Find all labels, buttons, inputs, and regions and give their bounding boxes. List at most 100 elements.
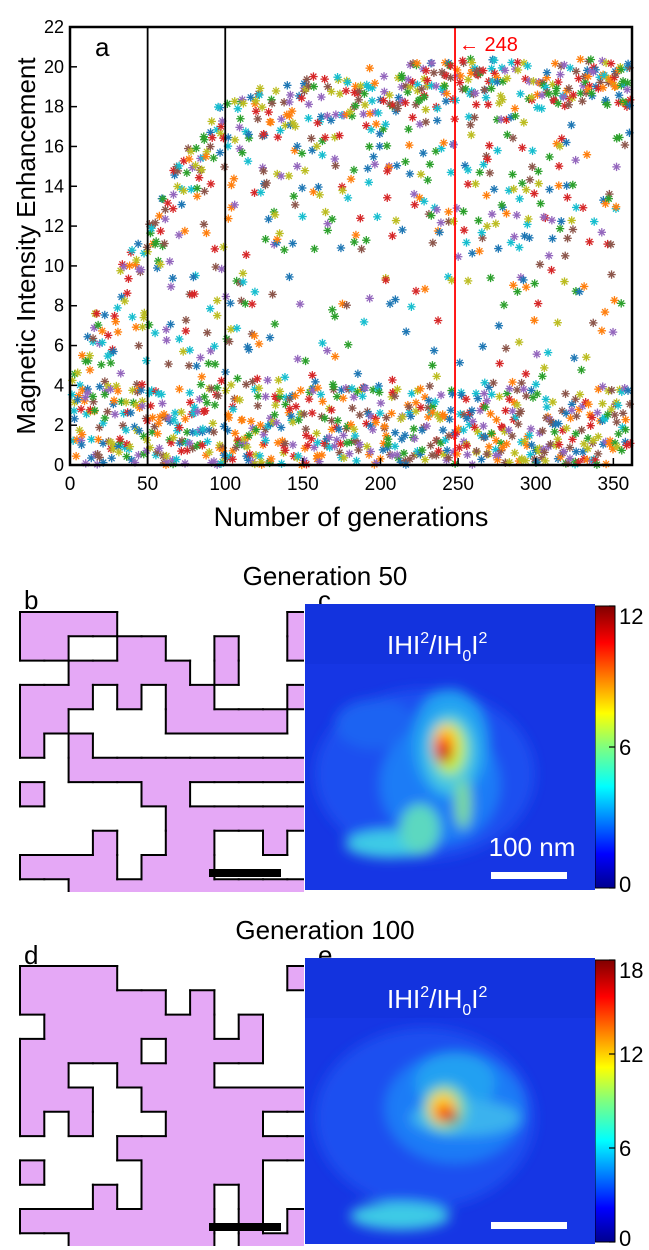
data-point <box>270 319 280 329</box>
data-point <box>394 93 403 102</box>
data-point <box>504 425 513 435</box>
structure-cell <box>165 757 191 783</box>
structure-cell <box>20 1087 45 1113</box>
data-point <box>349 393 359 402</box>
data-point <box>285 97 294 107</box>
data-point <box>601 199 610 208</box>
data-point <box>404 124 413 134</box>
data-point <box>514 409 524 418</box>
data-point <box>206 179 216 189</box>
data-point <box>110 410 120 419</box>
data-point <box>473 427 482 436</box>
data-point <box>391 216 401 225</box>
data-point <box>393 385 402 394</box>
structure-cell <box>141 1063 167 1089</box>
data-point <box>623 78 632 88</box>
x-tick-label: 350 <box>598 474 630 495</box>
data-point <box>103 331 113 340</box>
structure-cell <box>141 782 167 807</box>
data-point <box>518 143 527 152</box>
y-axis-ticks: 0 2 4 6 8 10 12 14 16 18 20 22 <box>44 17 77 475</box>
data-point <box>333 416 342 425</box>
structure-cell <box>238 1136 264 1161</box>
structure-cell <box>92 990 118 1016</box>
data-point <box>126 408 135 418</box>
structure-cell <box>165 1063 191 1089</box>
data-point <box>142 356 151 365</box>
structure-cells <box>19 965 304 1246</box>
data-point <box>438 425 448 435</box>
data-point <box>617 299 626 308</box>
data-point <box>499 300 509 310</box>
data-point <box>70 414 79 424</box>
data-point <box>369 152 378 161</box>
data-point <box>478 342 487 351</box>
data-point <box>137 380 147 389</box>
data-point <box>502 74 512 83</box>
data-point <box>481 93 491 102</box>
data-point <box>401 98 410 107</box>
data-point <box>169 433 178 442</box>
data-point <box>147 224 156 233</box>
data-point <box>373 212 382 222</box>
data-point <box>156 260 165 269</box>
data-point <box>570 353 579 363</box>
data-point <box>198 424 208 434</box>
structure-cell <box>238 1087 264 1113</box>
data-point <box>460 161 470 170</box>
data-point <box>559 92 568 102</box>
structure-cell <box>117 1209 143 1234</box>
x-axis-ticks: 0 50 100 150 200 250 300 350 <box>65 458 630 495</box>
data-point <box>71 451 81 461</box>
data-point <box>148 413 157 422</box>
data-point <box>356 81 365 91</box>
data-point <box>577 365 586 375</box>
data-point <box>578 203 588 212</box>
structure-cell <box>190 806 215 832</box>
structure-cell <box>68 733 94 759</box>
data-point <box>525 233 534 243</box>
data-point <box>380 87 389 96</box>
data-point <box>561 251 570 261</box>
data-point <box>380 422 389 431</box>
structure-cell <box>287 879 304 892</box>
structure-cell <box>141 1087 167 1113</box>
data-point <box>487 209 497 219</box>
data-point <box>192 192 202 201</box>
plot-frame <box>68 25 634 467</box>
data-point <box>459 225 469 235</box>
data-point <box>93 320 103 330</box>
data-point <box>77 440 86 450</box>
data-point <box>339 453 349 463</box>
data-point <box>463 276 473 286</box>
data-point <box>515 194 524 204</box>
data-point <box>339 431 348 440</box>
data-point <box>532 349 542 359</box>
x-tick-label: 150 <box>287 474 319 495</box>
structure-cell <box>287 1087 304 1113</box>
data-point <box>210 360 220 369</box>
data-point <box>371 418 381 427</box>
data-point <box>318 397 327 406</box>
data-point <box>513 287 522 296</box>
data-point <box>556 70 565 79</box>
data-point <box>106 358 115 368</box>
structure-cell <box>190 830 215 856</box>
data-point <box>463 179 473 189</box>
data-point <box>427 58 437 68</box>
data-point <box>318 150 327 160</box>
data-point <box>298 183 307 193</box>
structure-cell <box>190 1063 215 1089</box>
data-point <box>238 269 248 278</box>
data-point <box>541 456 550 466</box>
structure-cell <box>190 1233 215 1246</box>
data-point <box>364 178 374 187</box>
structure-cell <box>165 709 191 735</box>
data-point <box>522 185 531 194</box>
data-point <box>366 412 376 421</box>
data-point <box>353 369 363 378</box>
data-point <box>407 302 416 311</box>
data-point <box>336 243 346 253</box>
data-point <box>233 374 242 383</box>
data-point <box>252 425 261 434</box>
